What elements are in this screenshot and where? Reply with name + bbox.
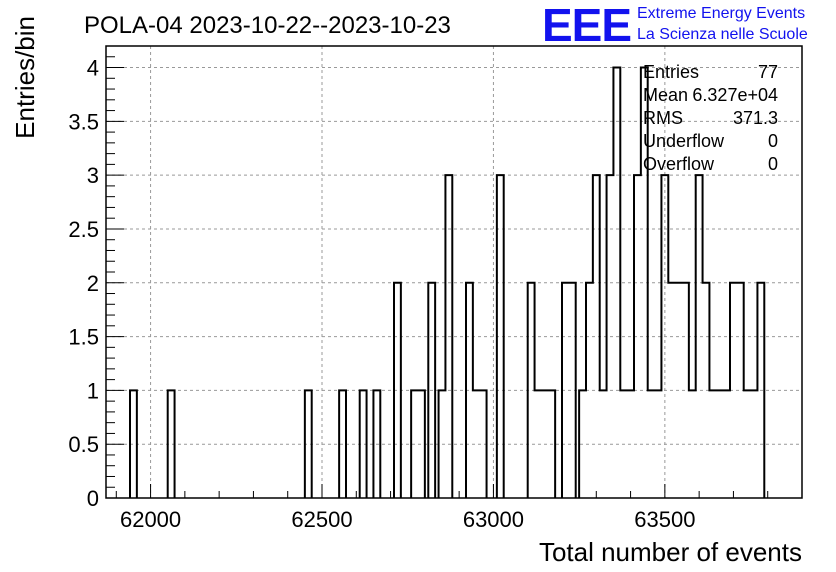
stat-value: 371.3 <box>733 108 778 128</box>
stat-value: 6.327e+04 <box>692 85 778 105</box>
stat-value: 77 <box>758 62 778 82</box>
y-axis-label: Entries/bin <box>10 16 40 139</box>
stat-label: Mean <box>643 85 688 105</box>
histogram-bin <box>620 390 627 498</box>
y-tick-label: 1 <box>87 378 99 403</box>
histogram-bin <box>130 390 137 498</box>
stat-value: 0 <box>768 154 778 174</box>
histogram-bin <box>535 390 542 498</box>
eee-logo: EEE Extreme Energy Events La Scienza nel… <box>542 0 808 51</box>
y-tick-label: 0.5 <box>68 432 99 457</box>
y-tick-label: 3.5 <box>68 109 99 134</box>
logo-line-1: Extreme Energy Events <box>637 5 805 22</box>
histogram-bin <box>339 390 346 498</box>
stat-label: RMS <box>643 108 683 128</box>
histogram-bin <box>466 283 473 498</box>
histogram-bin <box>655 390 662 498</box>
histogram-bin <box>480 390 487 498</box>
histogram-bin <box>627 390 634 498</box>
histogram-outline <box>129 66 766 498</box>
stats-box: Entries 77 Mean 6.327e+04 RMS 371.3 Underflow 0… <box>643 62 778 174</box>
histogram-bin <box>723 390 730 498</box>
histogram-bin <box>360 390 367 498</box>
stat-label: Underflow <box>643 131 725 151</box>
histogram-bin <box>541 390 548 498</box>
histogram-bin <box>696 175 703 498</box>
histogram-bin <box>661 175 668 498</box>
y-tick-label: 2.5 <box>68 217 99 242</box>
histogram-bin <box>613 68 620 498</box>
histogram-bin <box>528 283 535 498</box>
histogram-bin <box>411 390 418 498</box>
y-tick-label: 2 <box>87 271 99 296</box>
histogram-bin <box>668 283 675 498</box>
x-tick-label: 62000 <box>120 507 181 532</box>
x-tick-label: 62500 <box>291 507 352 532</box>
y-tick-label: 0 <box>87 486 99 511</box>
histogram-bin <box>634 175 641 498</box>
histogram-bin <box>418 390 425 498</box>
histogram-bin <box>607 175 614 498</box>
histogram-bin <box>394 283 401 498</box>
histogram-bin <box>373 390 380 498</box>
histogram-bin <box>497 175 504 498</box>
histogram-bin <box>737 283 744 498</box>
axis-ticks: 62000 62500 63000 63500 0 0.5 1 1.5 2 2.5 3 3.5 4 <box>68 56 769 532</box>
grid-lines <box>106 46 802 498</box>
histogram-bin <box>305 390 312 498</box>
histogram-bin <box>562 283 569 498</box>
x-tick-label: 63000 <box>463 507 524 532</box>
histogram-bin <box>709 390 716 498</box>
logo-line-2: La Scienza nelle Scuole <box>637 26 808 43</box>
histogram-bin <box>716 390 723 498</box>
histogram-bin <box>445 175 452 498</box>
histogram-bars <box>129 66 766 498</box>
histogram-bin <box>579 390 586 498</box>
histogram-bin <box>569 283 576 498</box>
histogram-bin <box>473 390 480 498</box>
histogram-bin <box>586 283 593 498</box>
histogram-bin <box>703 283 710 498</box>
histogram-bin <box>675 283 682 498</box>
histogram-bin <box>648 390 655 498</box>
histogram-bin <box>439 390 446 498</box>
stat-label: Entries <box>643 62 699 82</box>
histogram-bin <box>168 390 175 498</box>
stat-value: 0 <box>768 131 778 151</box>
histogram-bin <box>689 390 696 498</box>
histogram-bin <box>757 283 764 498</box>
stat-label: Overflow <box>643 154 715 174</box>
logo-mark: EEE <box>542 0 631 51</box>
histogram-bin <box>428 283 435 498</box>
histogram-bin <box>682 283 689 498</box>
histogram-bin <box>744 390 751 498</box>
y-tick-label: 3 <box>87 163 99 188</box>
histogram-bin <box>600 390 607 498</box>
x-axis-label: Total number of events <box>539 537 802 567</box>
histogram-bin <box>730 283 737 498</box>
chart-title: POLA-04 2023-10-22--2023-10-23 <box>84 12 451 39</box>
histogram-bin <box>548 390 555 498</box>
histogram-bin <box>751 390 758 498</box>
y-tick-label: 4 <box>87 56 99 81</box>
x-tick-label: 63500 <box>634 507 695 532</box>
y-tick-label: 1.5 <box>68 325 99 350</box>
histogram-bin <box>593 175 600 498</box>
